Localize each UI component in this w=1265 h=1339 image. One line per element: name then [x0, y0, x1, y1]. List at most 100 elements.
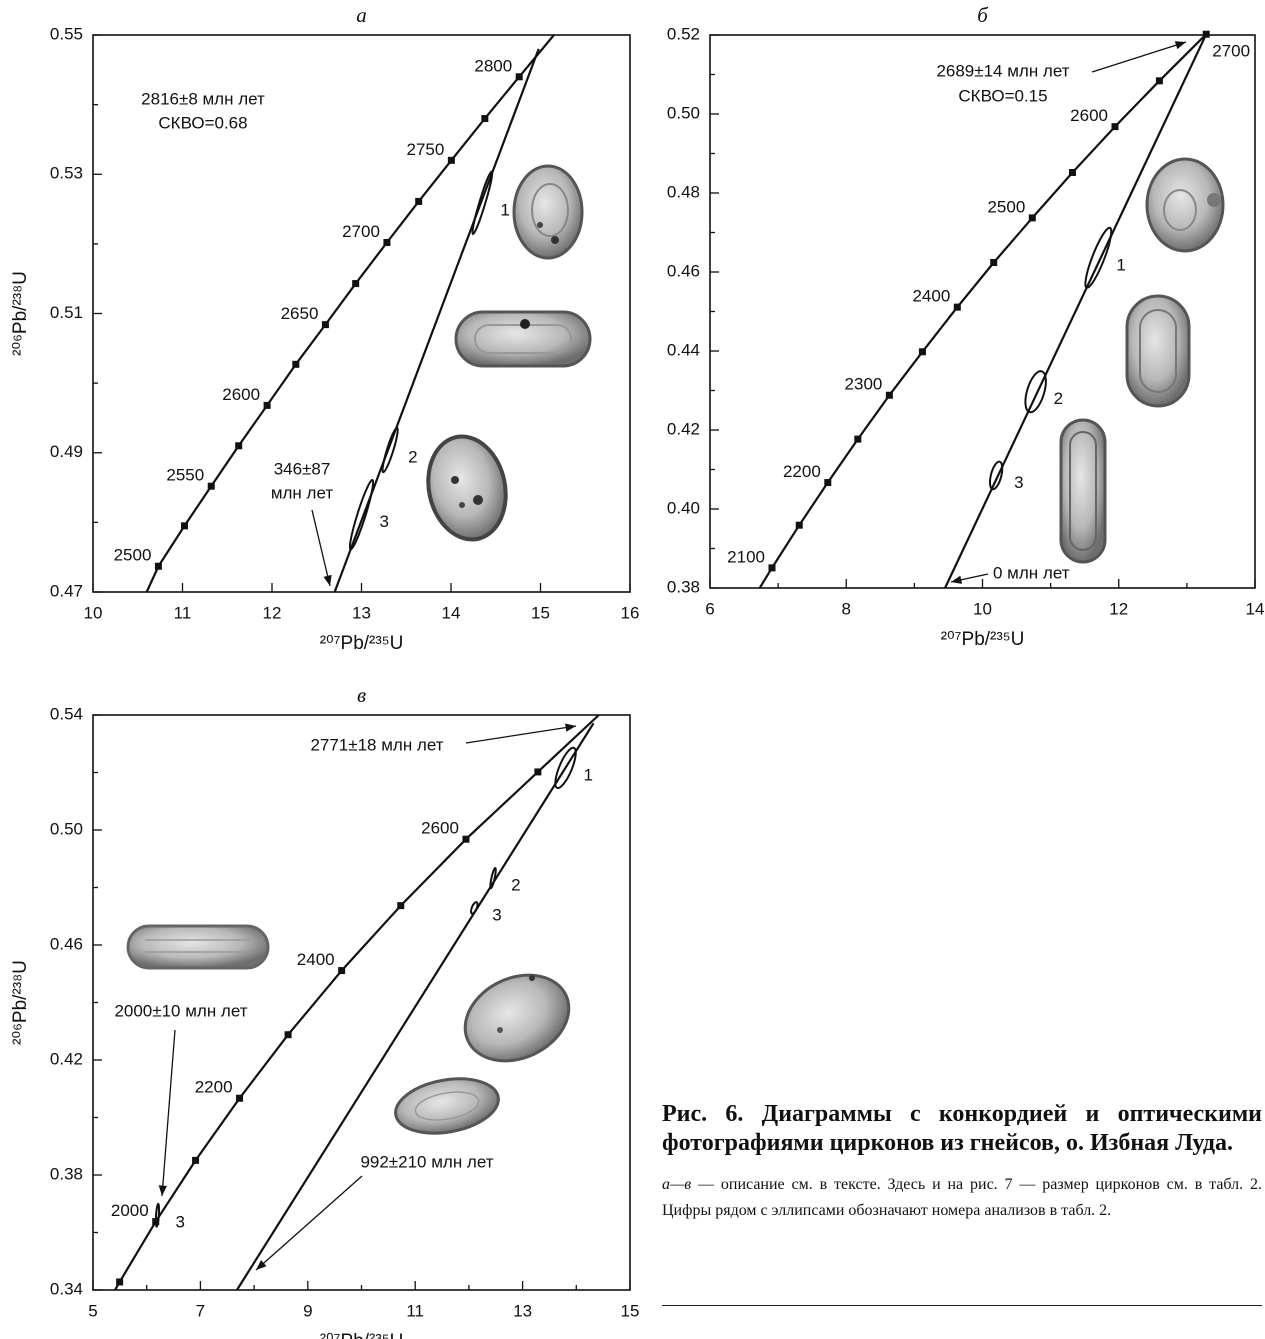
- ellipse-label: 3: [1014, 473, 1023, 492]
- x-tick-label: 7: [196, 1301, 205, 1320]
- zircon-photo: [394, 1077, 500, 1135]
- ellipse-label: 1: [584, 765, 593, 784]
- caption-text: а—в — описание см. в тексте. Здесь и на …: [662, 1172, 1262, 1224]
- error-ellipse: [470, 901, 479, 915]
- ellipse-label: 3: [175, 1213, 184, 1232]
- y-axis-label: ²⁰⁶Pb/²³⁸U: [10, 960, 31, 1045]
- age-label: 2650: [281, 304, 319, 323]
- y-tick-label: 0.38: [50, 1164, 83, 1183]
- age-marker: [397, 902, 405, 910]
- annotation: СКВО=0.15: [958, 86, 1047, 105]
- zircon-photo: [1125, 294, 1191, 408]
- age-label: 2550: [166, 466, 204, 485]
- annotation-arrow: [311, 509, 332, 587]
- age-marker: [352, 280, 360, 288]
- ellipse-label: 1: [1116, 255, 1125, 274]
- age-marker: [236, 1094, 244, 1102]
- age-label: 2500: [987, 197, 1025, 216]
- error-ellipse: [348, 478, 375, 551]
- zircon-photo: [426, 434, 508, 542]
- annotation: 2771±18 млн лет: [310, 735, 443, 754]
- y-tick-label: 0.40: [667, 498, 700, 517]
- age-label: 2000: [111, 1201, 149, 1220]
- age-marker: [1202, 30, 1210, 38]
- age-label: 2500: [114, 546, 152, 565]
- age-marker: [284, 1031, 292, 1039]
- x-axis-label: ²⁰⁷Pb/²³⁵U: [320, 633, 404, 654]
- age-marker: [481, 115, 489, 123]
- annotation: 2000±10 млн лет: [114, 1001, 247, 1020]
- age-label: 2700: [342, 222, 380, 241]
- y-tick-label: 0.50: [667, 103, 700, 122]
- error-ellipse: [1084, 226, 1113, 289]
- y-axis-label: ²⁰⁶Pb/²³⁸U: [10, 271, 31, 356]
- chart-title: б: [977, 3, 989, 27]
- age-marker: [207, 482, 215, 490]
- annotation: 0 млн лет: [993, 563, 1070, 582]
- caption: Рис. 6. Диаграммы с конкордией и оптичес…: [662, 1100, 1262, 1224]
- y-tick-label: 0.38: [667, 577, 700, 596]
- ellipse-label: 2: [408, 447, 417, 466]
- age-marker: [1111, 123, 1119, 131]
- age-label: 2800: [474, 56, 512, 75]
- y-tick-label: 0.46: [667, 261, 700, 280]
- zircon-photo: [512, 164, 584, 260]
- zircon-photo: [463, 973, 571, 1063]
- x-tick-label: 11: [174, 603, 192, 622]
- concordia-end: [145, 565, 160, 593]
- annotation: 2816±8 млн лет: [141, 89, 265, 108]
- annotation-arrow: [158, 1029, 176, 1197]
- caption-label: а—в: [662, 1176, 692, 1193]
- age-label: 2600: [421, 819, 459, 838]
- x-tick-label: 14: [1246, 599, 1265, 618]
- y-tick-label: 0.44: [667, 340, 700, 359]
- y-tick-label: 0.49: [50, 442, 83, 461]
- age-label: 2400: [912, 287, 950, 306]
- age-marker: [415, 197, 423, 205]
- x-tick-label: 15: [621, 1301, 640, 1320]
- x-tick-label: 9: [303, 1301, 312, 1320]
- y-tick-label: 0.47: [50, 581, 83, 600]
- annotation-arrow: [465, 723, 577, 744]
- age-marker: [990, 259, 998, 267]
- zircon-photo: [1145, 157, 1225, 253]
- age-label: 2100: [727, 547, 765, 566]
- zircon-photo: [1059, 418, 1107, 564]
- chart-title: в: [357, 683, 366, 707]
- x-tick-label: 14: [442, 603, 461, 622]
- age-marker: [180, 522, 188, 530]
- ellipse-label: 3: [380, 512, 389, 531]
- ellipse-label: 2: [1054, 389, 1063, 408]
- age-label: 2750: [407, 140, 445, 159]
- age-label: 2200: [783, 462, 821, 481]
- age-marker: [235, 442, 243, 450]
- age-marker: [321, 321, 329, 329]
- ellipse-label: 1: [500, 200, 509, 219]
- age-marker: [154, 562, 162, 570]
- x-tick-label: 15: [531, 603, 550, 622]
- age-label: 2600: [222, 385, 260, 404]
- age-marker: [534, 768, 542, 776]
- age-marker: [953, 303, 961, 311]
- y-tick-label: 0.55: [50, 24, 83, 43]
- zircon-photo: [454, 310, 592, 368]
- x-tick-label: 11: [406, 1301, 424, 1320]
- age-marker: [515, 73, 523, 81]
- age-label: 2300: [845, 375, 883, 394]
- age-marker: [338, 967, 346, 975]
- age-marker: [885, 391, 893, 399]
- age-marker: [292, 360, 300, 368]
- age-marker: [824, 479, 832, 487]
- age-marker: [116, 1278, 124, 1286]
- ellipse-label: 2: [511, 875, 520, 894]
- x-tick-label: 13: [352, 603, 371, 622]
- x-axis-label: ²⁰⁷Pb/²³⁵U: [320, 1331, 404, 1339]
- y-tick-label: 0.52: [667, 24, 700, 43]
- annotation: 346±87: [274, 459, 331, 478]
- x-tick-label: 12: [1109, 599, 1128, 618]
- x-axis-label: ²⁰⁷Pb/²³⁵U: [941, 629, 1025, 650]
- discordia-line: [235, 722, 595, 1291]
- age-label: 2700: [1212, 42, 1250, 61]
